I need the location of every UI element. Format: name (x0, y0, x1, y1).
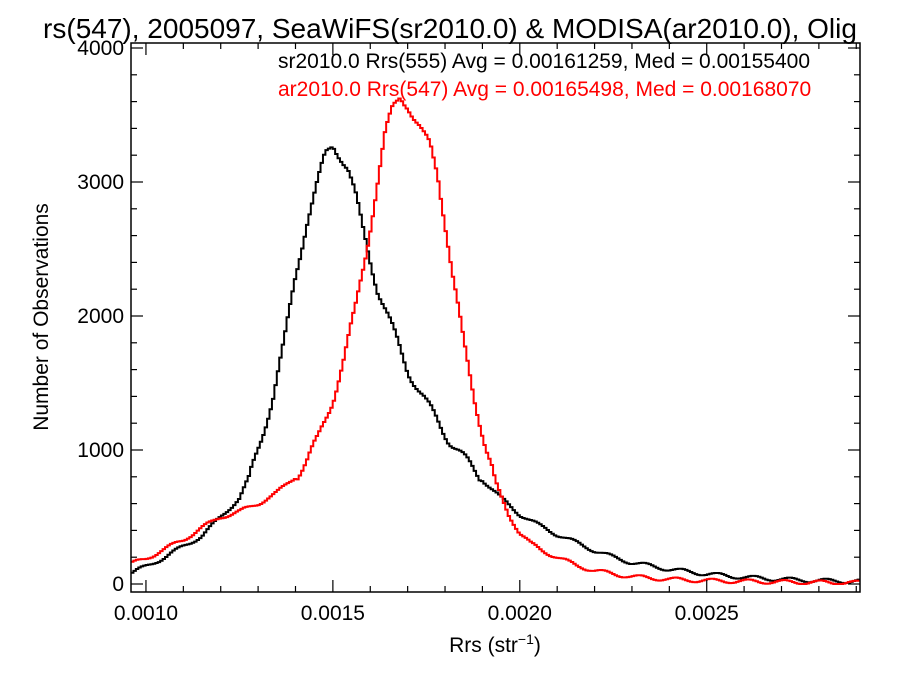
x-tick-label: 0.0015 (301, 602, 365, 625)
y-tick-label: 2000 (77, 305, 124, 328)
y-tick-label: 1000 (77, 439, 124, 462)
y-tick-label: 3000 (77, 171, 124, 194)
chart-title: rs(547), 2005097, SeaWiFS(sr2010.0) & MO… (43, 13, 857, 44)
x-tick-label: 0.0025 (675, 602, 739, 625)
y-tick-label: 4000 (77, 37, 124, 60)
x-tick-label: 0.0010 (114, 602, 178, 625)
x-tick-label: 0.0020 (488, 602, 552, 625)
x-axis-label: Rrs (str−1) (449, 631, 541, 657)
plot-frame (130, 42, 861, 593)
y-tick-label: 0 (112, 573, 124, 596)
y-axis-label: Number of Observations (30, 203, 53, 431)
legend-entry-2: ar2010.0 Rrs(547) Avg = 0.00165498, Med … (278, 78, 811, 101)
legend-entry-1: sr2010.0 Rrs(555) Avg = 0.00161259, Med … (278, 50, 810, 73)
series-line-2 (131, 97, 860, 585)
series-line-1 (131, 146, 860, 585)
